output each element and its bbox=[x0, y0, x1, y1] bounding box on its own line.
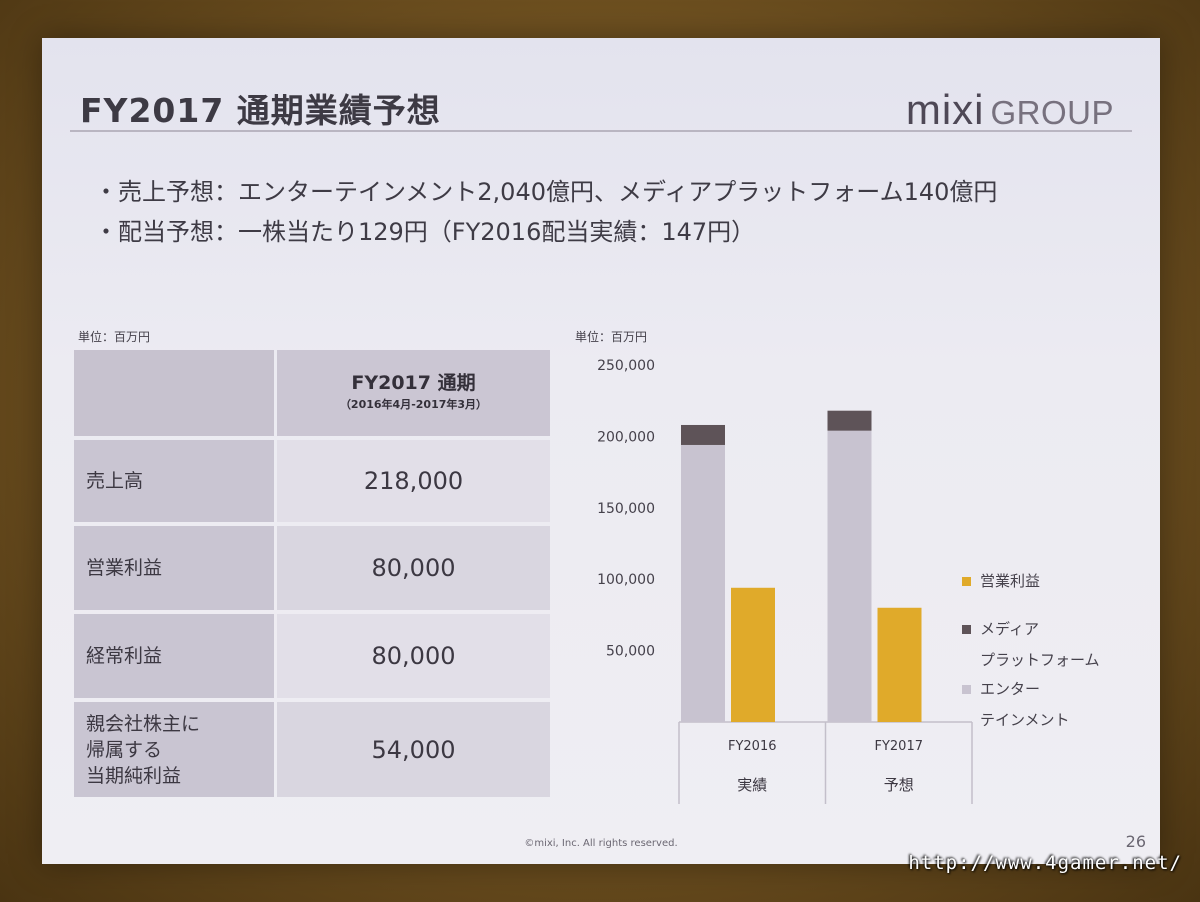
table-row: 営業利益 80,000 bbox=[74, 526, 550, 610]
bullet-dividend-forecast: ・配当予想：一株当たり129円（FY2016配当実績：147円） bbox=[94, 218, 756, 246]
row-label-operating-profit: 営業利益 bbox=[86, 557, 163, 579]
table-header-row: FY2017 通期 （2016年4月-2017年3月） bbox=[74, 350, 550, 436]
row-label-net-income: 親会社株主に 帰属する 当期純利益 bbox=[86, 712, 201, 787]
legend-swatch bbox=[962, 625, 971, 634]
x-category-label: FY2016 bbox=[728, 739, 777, 754]
y-tick-label: 250,000 bbox=[597, 358, 655, 374]
row-value-operating-profit: 80,000 bbox=[371, 554, 456, 582]
presentation-slide: FY2017 通期業績予想 mixi GROUP ・売上予想：エンターテインメント… bbox=[42, 38, 1160, 864]
bar-segment bbox=[681, 444, 725, 722]
forecast-table: FY2017 通期 （2016年4月-2017年3月） 売上高 218,000 … bbox=[74, 350, 550, 797]
row-value-ordinary-profit: 80,000 bbox=[371, 642, 456, 670]
header-empty-cell bbox=[74, 350, 274, 436]
bar-segment bbox=[827, 410, 872, 431]
bar-operating-profit bbox=[731, 587, 775, 722]
row-value-sales: 218,000 bbox=[363, 467, 464, 495]
table-row: 経常利益 80,000 bbox=[74, 614, 550, 698]
bar-segment bbox=[827, 430, 872, 722]
header-period: FY2017 通期 bbox=[351, 372, 476, 394]
legend-item: メディアプラットフォーム bbox=[962, 614, 1100, 676]
legend-label: テインメント bbox=[980, 711, 1070, 729]
header-period-range: （2016年4月-2017年3月） bbox=[339, 398, 488, 411]
x-category-sublabel: 実績 bbox=[737, 776, 767, 794]
logo-group: GROUP bbox=[990, 94, 1114, 131]
row-label-ordinary-profit: 経常利益 bbox=[86, 645, 163, 667]
logo-mixi: mixi bbox=[905, 86, 985, 133]
row-label-sales: 売上高 bbox=[86, 470, 144, 492]
bar-segment bbox=[681, 424, 725, 445]
x-category-label: FY2017 bbox=[874, 739, 923, 754]
chart-unit-label: 単位：百万円 bbox=[575, 330, 648, 344]
table-row: 売上高 218,000 bbox=[74, 440, 550, 522]
legend-label: エンター bbox=[962, 674, 1070, 705]
legend-item: エンターテインメント bbox=[962, 674, 1070, 736]
table-unit-label: 単位：百万円 bbox=[78, 330, 151, 344]
header-period-cell: FY2017 通期 （2016年4月-2017年3月） bbox=[277, 350, 550, 436]
y-tick-label: 100,000 bbox=[597, 572, 655, 588]
x-category-sublabel: 予想 bbox=[884, 776, 914, 794]
legend-label: 営業利益 bbox=[962, 566, 1040, 597]
y-tick-label: 50,000 bbox=[606, 644, 655, 660]
mixi-group-logo: mixi GROUP bbox=[906, 86, 1114, 134]
row-value-net-income: 54,000 bbox=[371, 735, 456, 764]
watermark-url: http://www.4gamer.net/ bbox=[908, 852, 1182, 874]
legend-swatch bbox=[962, 577, 971, 586]
forecast-bar-chart: 50,000 100,000 150,000 200,000 250,000 FY2016… bbox=[597, 358, 973, 804]
copyright-footer: ©mixi, Inc. All rights reserved. bbox=[524, 838, 678, 849]
table-row: 親会社株主に 帰属する 当期純利益 54,000 bbox=[74, 702, 550, 797]
legend-label: プラットフォーム bbox=[980, 651, 1100, 669]
legend-label: メディア bbox=[962, 614, 1100, 645]
bar-operating-profit bbox=[877, 607, 922, 722]
legend-item: 営業利益 bbox=[962, 566, 1040, 597]
y-tick-label: 150,000 bbox=[597, 501, 655, 517]
legend-swatch bbox=[962, 685, 971, 694]
slide-title: FY2017 通期業績予想 bbox=[80, 91, 441, 130]
title-divider bbox=[70, 130, 1132, 132]
bullet-sales-forecast: ・売上予想：エンターテインメント2,040億円、メディアプラットフォーム140億… bbox=[94, 178, 998, 206]
page-number: 26 bbox=[1125, 832, 1146, 851]
y-tick-label: 200,000 bbox=[597, 429, 655, 445]
